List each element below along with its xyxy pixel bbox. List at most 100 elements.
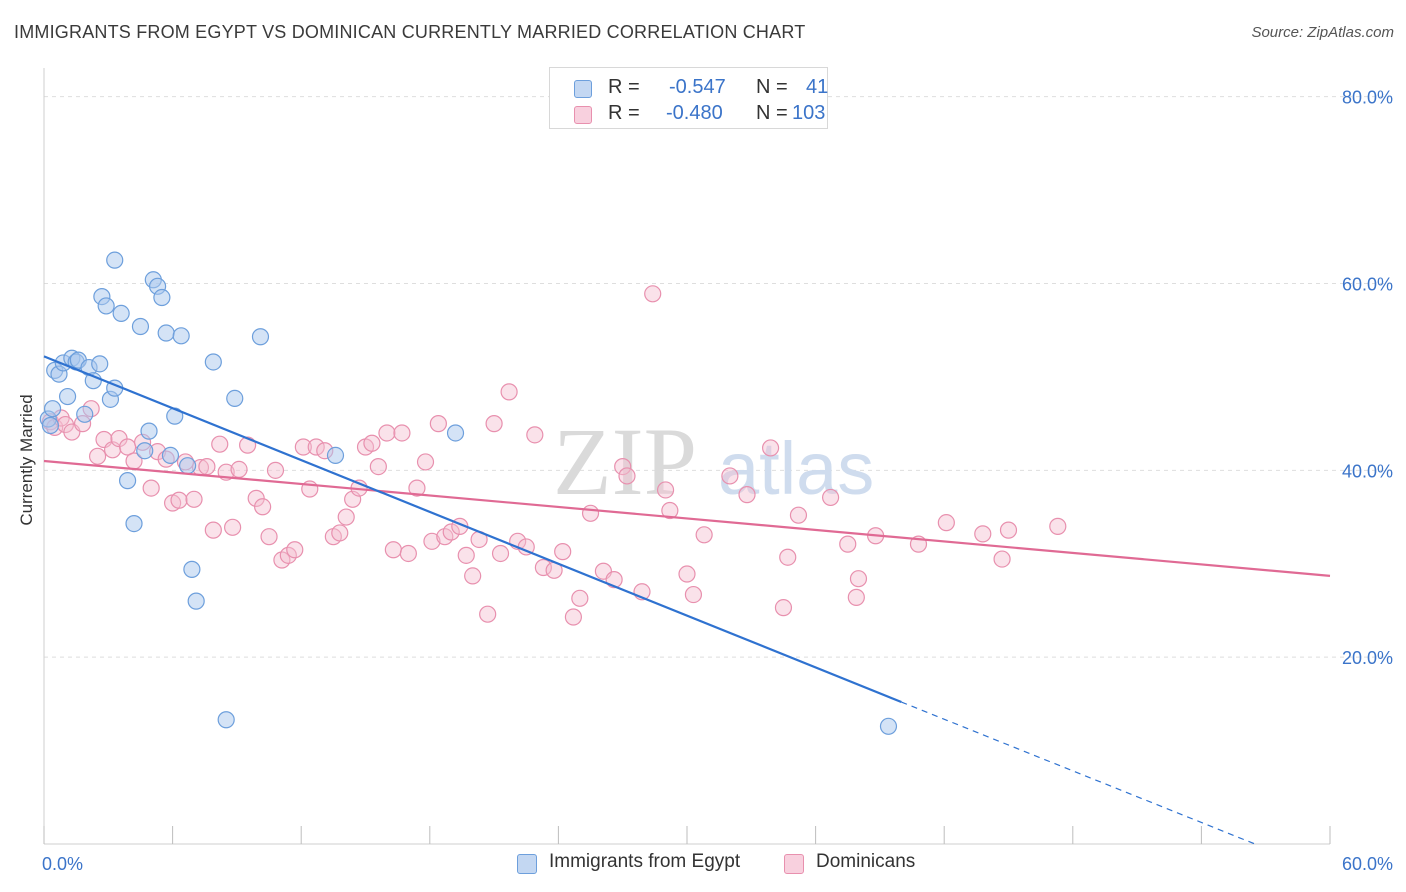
dominicans-point: [198, 458, 216, 476]
dominicans-point: [695, 526, 713, 544]
dominicans-point: [294, 438, 312, 456]
egypt-point: [172, 327, 190, 345]
dominicans-point: [491, 544, 510, 563]
legend-swatch-egypt: [574, 80, 592, 98]
dominicans-point: [847, 588, 865, 606]
dominicans-point: [337, 508, 355, 526]
dominicans-point: [789, 506, 808, 524]
egypt-point: [326, 446, 345, 464]
x-tick-label: 0.0%: [42, 854, 83, 874]
egypt-points: [39, 251, 898, 735]
dominicans-point: [581, 504, 600, 522]
dominicans-point: [614, 458, 632, 476]
dominicans-point: [286, 541, 304, 559]
dominicans-point: [378, 424, 396, 442]
y-tick-label: 40.0%: [1342, 461, 1393, 481]
dominicans-point: [423, 532, 441, 550]
legend-r-value: -0.547: [669, 76, 726, 98]
watermark-zip: ZIP: [553, 408, 697, 515]
dominicans-point: [774, 599, 793, 617]
egypt-point: [251, 328, 270, 346]
egypt-point: [136, 442, 154, 460]
dominicans-point: [849, 570, 868, 588]
egypt-point: [43, 400, 62, 418]
y-tick-label: 80.0%: [1342, 88, 1393, 108]
dominicans-trend-line: [43, 459, 1331, 577]
dominicans-point: [363, 434, 381, 452]
dominicans-point: [266, 461, 285, 479]
dominicans-point: [761, 439, 780, 457]
dominicans-point: [185, 490, 203, 508]
dominicans-point: [678, 565, 696, 583]
dominicans-point: [429, 415, 447, 433]
egypt-point: [118, 472, 137, 490]
egypt-point: [183, 560, 201, 578]
egypt-point: [204, 353, 222, 371]
dominicans-point: [211, 435, 229, 453]
egypt-point: [157, 324, 175, 342]
y-axis-label: Currently Married: [17, 394, 36, 526]
dominicans-point: [260, 528, 278, 546]
dominicans-point: [684, 585, 703, 604]
dominicans-point: [999, 521, 1018, 539]
dominicans-point: [779, 548, 797, 566]
dominicans-point: [822, 488, 840, 507]
dominicans-point: [937, 514, 955, 532]
y-tick-label: 60.0%: [1342, 275, 1393, 295]
watermark: ZIP atlas: [553, 408, 874, 515]
dominicans-points: [41, 285, 1067, 626]
egypt-point: [91, 355, 109, 373]
dominicans-point: [1049, 517, 1067, 535]
egypt-point: [97, 297, 115, 315]
dominicans-point: [564, 608, 583, 626]
egypt-point: [76, 405, 94, 423]
dominicans-point: [307, 438, 325, 456]
egypt-point: [879, 717, 898, 735]
dominicans-point: [204, 521, 222, 539]
egypt-point: [58, 387, 77, 406]
grid-lines: [44, 96, 1392, 658]
egypt-point: [179, 457, 197, 475]
dominicans-point: [88, 447, 107, 465]
legend-r-label: R =: [608, 76, 640, 98]
egypt-point: [217, 711, 235, 729]
dominicans-point: [618, 467, 636, 485]
legend-n-value: 103: [792, 102, 826, 124]
dominicans-point: [534, 558, 552, 577]
egypt-point: [161, 446, 180, 464]
dominicans-point: [500, 383, 518, 401]
bottom-legend-label-egypt: Immigrants from Egypt: [549, 851, 741, 872]
egypt-point: [41, 416, 60, 435]
dominicans-point: [656, 481, 675, 499]
dominicans-point: [369, 458, 387, 476]
tick-labels: 20.0% 40.0% 60.0% 80.0% 0.0% 60.0%: [42, 88, 1393, 874]
egypt-point: [131, 317, 150, 336]
dominicans-point: [661, 501, 679, 520]
dominicans-point: [230, 460, 248, 479]
dominicans-point: [254, 498, 272, 516]
egypt-trend-extension: [901, 701, 1256, 845]
egypt-point: [187, 592, 205, 610]
dominicans-point: [416, 453, 435, 471]
legend-n-label: N =: [756, 76, 788, 98]
y-tick-label: 20.0%: [1342, 648, 1393, 668]
legend-n-value: 41: [806, 76, 829, 98]
legend-n-label: N =: [756, 102, 788, 124]
dominicans-point: [993, 550, 1011, 568]
egypt-point: [112, 304, 130, 323]
axes: [43, 68, 1331, 845]
dominicans-point: [384, 541, 402, 559]
egypt-trend-line: [43, 355, 902, 704]
dominicans-point: [224, 518, 242, 536]
dominicans-point: [526, 426, 544, 444]
bottom-legend-swatch-egypt: [517, 854, 537, 874]
legend-r-label: R =: [608, 102, 640, 124]
egypt-point: [446, 424, 465, 442]
dominicans-point: [331, 524, 349, 542]
bottom-legend-swatch-dominicans: [784, 854, 804, 874]
dominicans-point: [457, 546, 475, 564]
dominicans-point: [485, 415, 503, 433]
dominicans-point: [571, 589, 589, 607]
egypt-point: [153, 288, 171, 307]
